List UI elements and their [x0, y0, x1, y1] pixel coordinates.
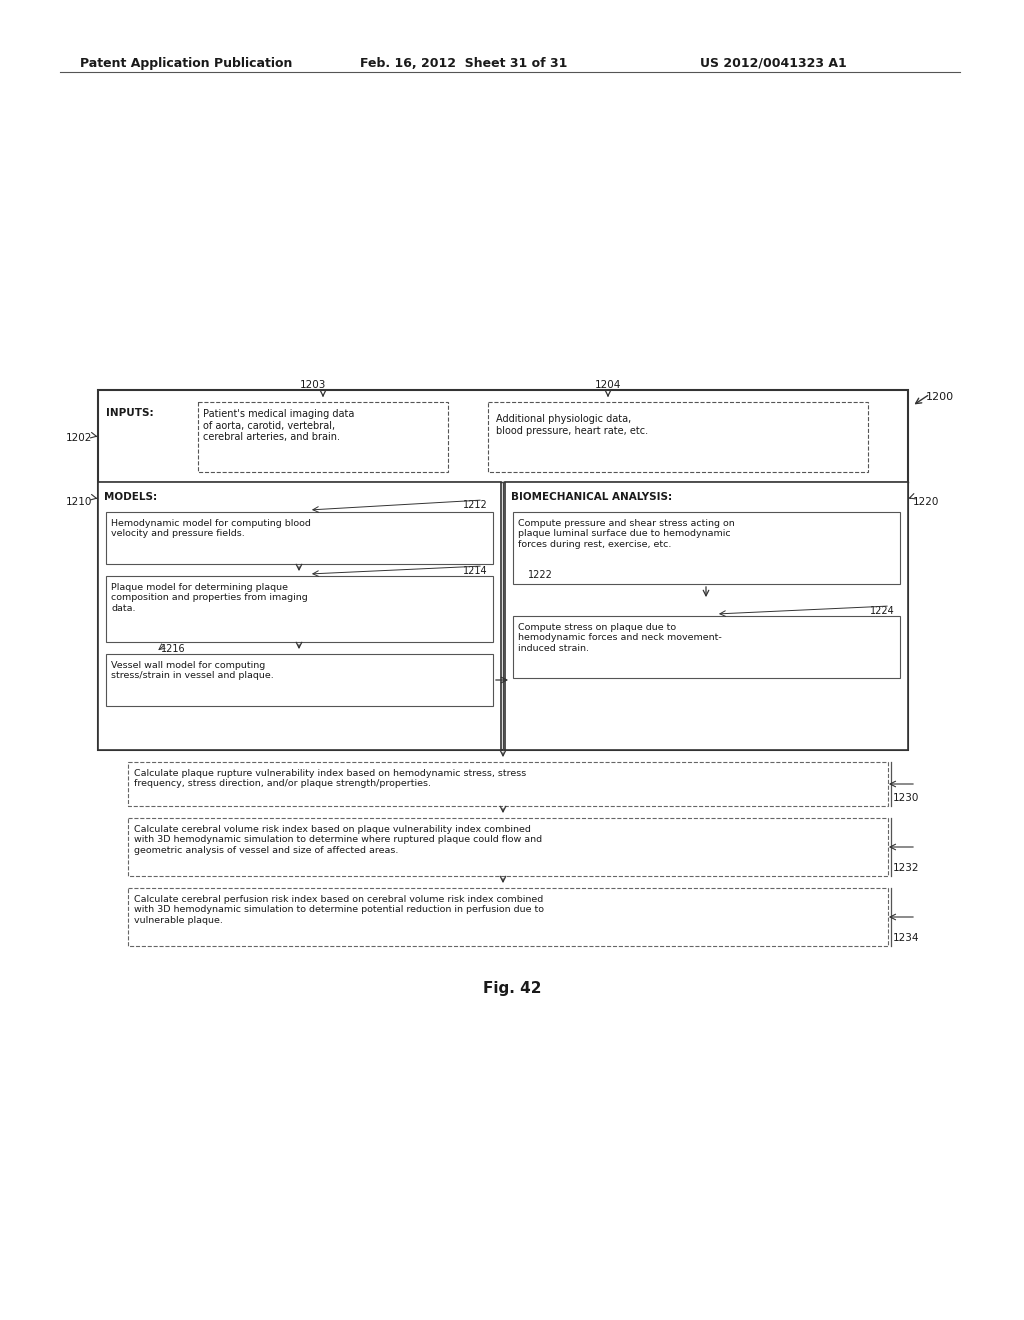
Bar — [128, 888, 888, 946]
Bar — [513, 616, 900, 678]
Text: 1224: 1224 — [870, 606, 895, 616]
Text: 1230: 1230 — [893, 793, 920, 803]
Bar — [505, 482, 908, 750]
Bar — [98, 482, 501, 750]
Text: 1232: 1232 — [893, 863, 920, 873]
Text: 1216: 1216 — [161, 644, 185, 653]
Text: Hemodynamic model for computing blood
velocity and pressure fields.: Hemodynamic model for computing blood ve… — [111, 519, 311, 539]
Text: 1212: 1212 — [463, 500, 488, 510]
Bar — [106, 576, 493, 642]
Text: Additional physiologic data,
blood pressure, heart rate, etc.: Additional physiologic data, blood press… — [496, 414, 648, 436]
Text: 1234: 1234 — [893, 933, 920, 942]
Text: Calculate cerebral volume risk index based on plaque vulnerability index combine: Calculate cerebral volume risk index bas… — [134, 825, 542, 855]
Bar — [198, 403, 449, 473]
Text: Patent Application Publication: Patent Application Publication — [80, 57, 293, 70]
Text: 1202: 1202 — [66, 433, 92, 444]
Text: US 2012/0041323 A1: US 2012/0041323 A1 — [700, 57, 847, 70]
Text: Vessel wall model for computing
stress/strain in vessel and plaque.: Vessel wall model for computing stress/s… — [111, 661, 273, 680]
Text: 1210: 1210 — [66, 498, 92, 507]
Bar — [98, 389, 908, 750]
Text: Calculate plaque rupture vulnerability index based on hemodynamic stress, stress: Calculate plaque rupture vulnerability i… — [134, 770, 526, 788]
Bar — [128, 762, 888, 807]
Text: 1204: 1204 — [595, 380, 622, 389]
Bar — [513, 512, 900, 583]
Text: BIOMECHANICAL ANALYSIS:: BIOMECHANICAL ANALYSIS: — [511, 492, 672, 502]
Text: MODELS:: MODELS: — [104, 492, 157, 502]
Text: INPUTS:: INPUTS: — [106, 408, 154, 418]
Text: Calculate cerebral perfusion risk index based on cerebral volume risk index comb: Calculate cerebral perfusion risk index … — [134, 895, 544, 925]
Text: Fig. 42: Fig. 42 — [482, 981, 542, 997]
Text: Compute stress on plaque due to
hemodynamic forces and neck movement-
induced st: Compute stress on plaque due to hemodyna… — [518, 623, 722, 653]
Text: 1222: 1222 — [528, 570, 553, 579]
Text: Patient's medical imaging data
of aorta, carotid, vertebral,
cerebral arteries, : Patient's medical imaging data of aorta,… — [203, 409, 354, 442]
Text: Plaque model for determining plaque
composition and properties from imaging
data: Plaque model for determining plaque comp… — [111, 583, 308, 612]
Bar — [106, 512, 493, 564]
Bar — [106, 653, 493, 706]
Bar — [488, 403, 868, 473]
Text: 1214: 1214 — [464, 566, 488, 576]
Text: Compute pressure and shear stress acting on
plaque luminal surface due to hemody: Compute pressure and shear stress acting… — [518, 519, 735, 549]
Text: Feb. 16, 2012  Sheet 31 of 31: Feb. 16, 2012 Sheet 31 of 31 — [360, 57, 567, 70]
Bar — [128, 818, 888, 876]
Text: 1220: 1220 — [913, 498, 939, 507]
Text: 1200: 1200 — [926, 392, 954, 403]
Text: 1203: 1203 — [300, 380, 327, 389]
